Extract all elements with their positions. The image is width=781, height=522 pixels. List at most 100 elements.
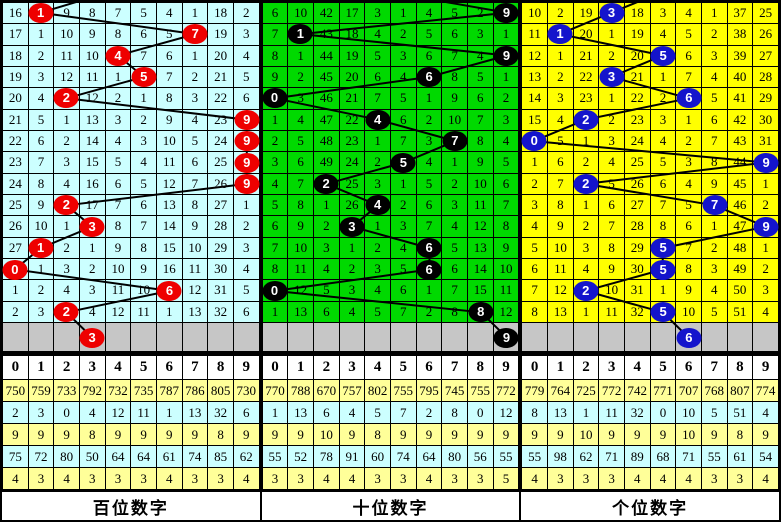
miss-count-cell: 3 <box>700 44 728 67</box>
stat-cell: 771 <box>649 379 677 402</box>
stat-cell: 85 <box>207 445 234 468</box>
miss-count-cell: 17 <box>78 193 106 217</box>
miss-count-cell: 4 <box>78 300 106 324</box>
digit-header-cell: 0 <box>2 355 29 380</box>
stat-row: 779 764 725 772 742 771 707 768 807 774 <box>521 379 780 402</box>
miss-count-cell: 44 <box>312 44 340 67</box>
miss-count-cell: 5 <box>700 87 728 110</box>
miss-count-cell: 5 <box>492 151 520 174</box>
trend-row: 24 8 4 16 6 5 12 7 26 <box>2 172 260 195</box>
pending-cell <box>130 322 157 352</box>
digit-header-cell: 6 <box>675 355 702 380</box>
miss-count-cell: 7 <box>521 279 548 302</box>
draw-ball: 6 <box>416 66 442 87</box>
miss-count-cell: 11 <box>547 257 574 281</box>
miss-count-cell: 2 <box>649 87 677 110</box>
stat-cell: 32 <box>207 401 234 424</box>
stat-cell: 735 <box>130 379 157 402</box>
miss-count-cell: 25 <box>338 172 366 195</box>
miss-count-cell: 8 <box>104 215 132 238</box>
miss-count-cell: 4 <box>415 151 443 174</box>
miss-count-cell: 4 <box>232 257 260 281</box>
miss-count-cell: 14 <box>78 129 106 153</box>
draw-ball: 8 <box>468 302 494 323</box>
stat-cell: 56 <box>466 445 494 468</box>
miss-count-cell: 2 <box>287 65 314 89</box>
miss-count-cell: 18 <box>623 1 651 25</box>
miss-count-cell: 10 <box>287 1 314 25</box>
stat-cell: 9 <box>130 423 157 446</box>
miss-count-cell: 1 <box>53 215 80 238</box>
miss-count-cell: 16 <box>78 172 106 195</box>
miss-count-cell: 2 <box>53 236 80 259</box>
stat-cell: 742 <box>623 379 651 402</box>
miss-count-cell: 6 <box>130 23 157 46</box>
miss-count-cell: 2 <box>338 257 366 281</box>
miss-count-cell: 9 <box>155 108 183 131</box>
trend-row: 25 9 17 7 6 13 8 27 1 <box>2 193 260 217</box>
miss-count-cell: 23 <box>2 151 29 174</box>
miss-count-cell: 3 <box>130 129 157 153</box>
miss-count-cell: 7 <box>261 236 289 259</box>
draw-ball: 3 <box>339 216 365 237</box>
miss-count-cell: 2 <box>441 172 468 195</box>
miss-count-cell: 3 <box>312 236 340 259</box>
miss-count-cell: 5 <box>181 129 209 153</box>
draw-ball: 2 <box>53 195 79 216</box>
miss-count-cell: 6 <box>312 300 340 324</box>
miss-count-cell: 1 <box>572 193 600 217</box>
miss-count-cell: 8 <box>598 236 625 259</box>
digit-header-cell: 3 <box>598 355 625 380</box>
stat-row: 9 9 10 9 9 9 10 9 8 9 <box>521 423 780 446</box>
miss-count-cell: 4 <box>547 108 574 131</box>
miss-count-cell: 3 <box>27 65 55 89</box>
miss-count-cell: 1 <box>492 23 520 46</box>
miss-count-cell: 10 <box>547 236 574 259</box>
miss-count-cell: 15 <box>155 236 183 259</box>
miss-count-cell: 1 <box>338 236 366 259</box>
pending-cell <box>287 322 314 352</box>
miss-count-cell: 2 <box>130 108 157 131</box>
stat-cell: 4 <box>623 467 651 490</box>
miss-count-cell: 46 <box>726 193 754 217</box>
stat-cell: 55 <box>521 445 548 468</box>
miss-count-cell: 21 <box>623 65 651 89</box>
miss-count-cell: 5 <box>598 172 625 195</box>
draw-ball: 6 <box>416 238 442 259</box>
miss-count-cell: 4 <box>389 65 417 89</box>
miss-count-cell: 24 <box>2 172 29 195</box>
digit-header-cell: 1 <box>287 355 314 380</box>
stat-cell: 770 <box>261 379 289 402</box>
stat-cell: 670 <box>312 379 340 402</box>
stat-cell: 755 <box>466 379 494 402</box>
trend-row: 23 7 3 15 5 4 11 6 25 <box>2 151 260 174</box>
miss-count-cell: 13 <box>287 300 314 324</box>
miss-count-cell: 1 <box>441 151 468 174</box>
trend-row: 7 10 3 1 2 4 5 13 9 <box>261 236 520 259</box>
pending-cell <box>521 322 548 352</box>
miss-count-cell: 27 <box>207 193 234 217</box>
miss-count-cell: 3 <box>572 236 600 259</box>
stats-table: 0 1 2 3 4 5 6 7 8 9 779 764 725 772 742 771 707 768 807 774… <box>521 355 780 490</box>
stat-cell: 64 <box>130 445 157 468</box>
stat-cell: 64 <box>415 445 443 468</box>
draw-ball: 1 <box>287 24 313 45</box>
stat-row: 75 72 80 50 64 64 61 74 85 62 <box>2 445 260 468</box>
miss-count-cell: 32 <box>207 300 234 324</box>
stat-cell: 5 <box>492 467 520 490</box>
draw-ball: 2 <box>573 280 599 301</box>
miss-count-cell: 1 <box>598 23 625 46</box>
miss-count-cell: 3 <box>338 279 366 302</box>
pending-draw-ball: 9 <box>493 327 519 348</box>
miss-count-cell: 6 <box>181 151 209 174</box>
miss-count-cell: 3 <box>466 23 494 46</box>
pending-cell <box>155 322 183 352</box>
stat-cell: 52 <box>287 445 314 468</box>
miss-count-cell: 42 <box>312 1 340 25</box>
miss-count-cell: 1 <box>415 87 443 110</box>
miss-count-cell: 7 <box>675 65 702 89</box>
miss-count-cell: 8 <box>492 215 520 238</box>
